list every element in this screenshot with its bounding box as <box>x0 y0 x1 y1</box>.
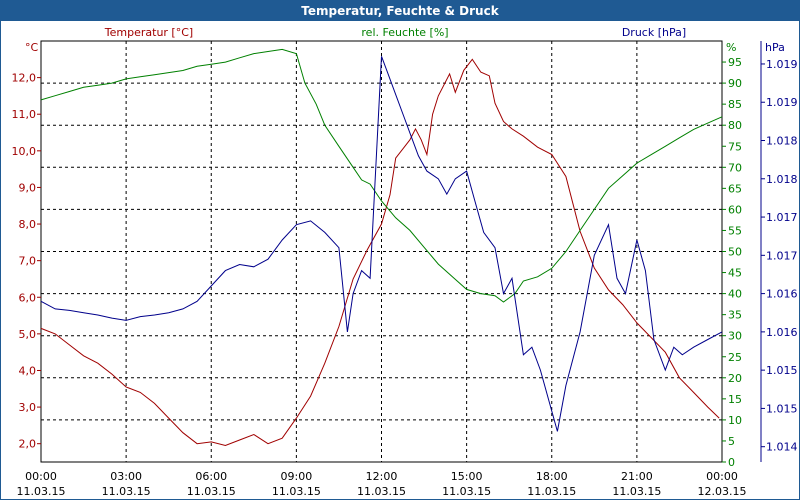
temperature-series-line <box>40 58 720 447</box>
pressure-tick-label: 1.018 <box>766 135 798 148</box>
x-tick-date-label: 12.03.15 <box>698 485 747 498</box>
humidity-tick-label: 35 <box>728 309 742 322</box>
temperature-tick-label: 11,0 <box>12 108 37 121</box>
pressure-tick-label: 1.014 <box>766 441 798 454</box>
humidity-tick-label: 65 <box>728 182 742 195</box>
x-tick-date-label: 11.03.15 <box>357 485 406 498</box>
humidity-tick-label: 45 <box>728 267 742 280</box>
humidity-tick-label: 0 <box>728 456 735 469</box>
x-tick-time-label: 18:00 <box>536 470 568 483</box>
temperature-unit-label: °C <box>25 41 39 54</box>
humidity-tick-label: 70 <box>728 161 742 174</box>
humidity-unit-label: % <box>726 41 736 54</box>
temperature-tick-label: 10,0 <box>12 145 37 158</box>
x-tick-time-label: 15:00 <box>451 470 483 483</box>
temperature-series-title: Temperatur [°C] <box>104 26 193 39</box>
pressure-tick-label: 1.016 <box>766 326 798 339</box>
x-tick-time-label: 06:00 <box>195 470 227 483</box>
pressure-tick-label: 1.019 <box>766 96 798 109</box>
x-tick-date-label: 11.03.15 <box>272 485 321 498</box>
title-bar: Temperatur, Feuchte & Druck <box>1 1 799 21</box>
humidity-tick-label: 80 <box>728 119 742 132</box>
humidity-tick-label: 50 <box>728 246 742 259</box>
x-tick-time-label: 21:00 <box>621 470 653 483</box>
humidity-tick-label: 30 <box>728 330 742 343</box>
temperature-tick-label: 3,0 <box>19 401 37 414</box>
pressure-tick-label: 1.017 <box>766 249 798 262</box>
x-tick-date-label: 11.03.15 <box>102 485 151 498</box>
pressure-unit-label: hPa <box>765 41 785 54</box>
humidity-series-title: rel. Feuchte [%] <box>361 26 448 39</box>
x-tick-date-label: 11.03.15 <box>612 485 661 498</box>
temperature-tick-label: 2,0 <box>19 438 37 451</box>
pressure-series-line <box>40 56 723 432</box>
humidity-series-line <box>40 48 723 303</box>
pressure-series-title: Druck [hPa] <box>622 26 686 39</box>
temperature-tick-label: 7,0 <box>19 255 37 268</box>
x-tick-time-label: 12:00 <box>366 470 398 483</box>
x-tick-date-label: 11.03.15 <box>527 485 576 498</box>
pressure-tick-label: 1.018 <box>766 173 798 186</box>
humidity-tick-label: 15 <box>728 393 742 406</box>
x-tick-time-label: 09:00 <box>281 470 313 483</box>
humidity-tick-label: 75 <box>728 140 742 153</box>
x-tick-date-label: 11.03.15 <box>442 485 491 498</box>
humidity-tick-label: 85 <box>728 98 742 111</box>
humidity-tick-label: 60 <box>728 203 742 216</box>
humidity-tick-label: 20 <box>728 372 742 385</box>
pressure-tick-label: 1.017 <box>766 211 798 224</box>
x-tick-time-label: 03:00 <box>110 470 142 483</box>
pressure-tick-label: 1.019 <box>766 58 798 71</box>
temperature-tick-label: 4,0 <box>19 364 37 377</box>
pressure-tick-label: 1.016 <box>766 288 798 301</box>
x-tick-date-label: 11.03.15 <box>187 485 236 498</box>
pressure-tick-label: 1.015 <box>766 364 798 377</box>
humidity-tick-label: 10 <box>728 414 742 427</box>
temperature-tick-label: 6,0 <box>19 291 37 304</box>
x-tick-date-label: 11.03.15 <box>17 485 66 498</box>
x-tick-time-label: 00:00 <box>25 470 57 483</box>
humidity-tick-label: 5 <box>728 435 735 448</box>
window-title: Temperatur, Feuchte & Druck <box>301 4 499 18</box>
humidity-tick-label: 40 <box>728 288 742 301</box>
temperature-tick-label: 12,0 <box>12 72 37 85</box>
temperature-tick-label: 9,0 <box>19 181 37 194</box>
humidity-tick-label: 25 <box>728 351 742 364</box>
pressure-tick-label: 1.015 <box>766 402 798 415</box>
humidity-tick-label: 95 <box>728 56 742 69</box>
humidity-tick-label: 90 <box>728 77 742 90</box>
humidity-tick-label: 55 <box>728 224 742 237</box>
temperature-tick-label: 5,0 <box>19 328 37 341</box>
x-tick-time-label: 00:00 <box>706 470 738 483</box>
temperature-tick-label: 8,0 <box>19 218 37 231</box>
